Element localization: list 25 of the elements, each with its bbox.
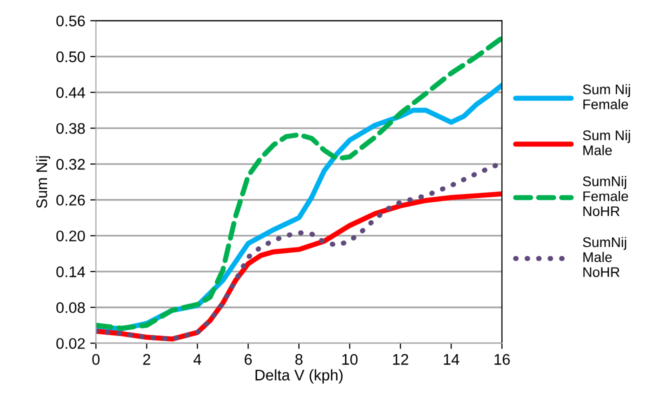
legend-label: Sum Nij Male (582, 130, 630, 156)
x-tick-label: 16 (494, 354, 510, 365)
y-axis-title: Sum Nij (36, 156, 50, 208)
x-tick-label: 12 (393, 354, 408, 365)
x-tick-label: 6 (244, 354, 252, 365)
x-tick-label: 10 (342, 354, 358, 365)
y-tick-label: 0.26 (56, 194, 85, 206)
x-tick-label: 14 (444, 354, 460, 365)
x-axis-title: Delta V (kph) (256, 369, 343, 384)
y-tick-label: 0.50 (56, 51, 85, 62)
y-tick-label: 0.38 (56, 123, 85, 134)
legend-label: Sum Nij Female (582, 84, 630, 110)
y-tick-label: 0.56 (56, 16, 85, 26)
y-tick-label: 0.08 (56, 302, 85, 314)
x-tick-label: 2 (143, 354, 150, 365)
legend-label: SumNij Female NoHR (582, 176, 628, 216)
y-tick-label: 0.14 (56, 266, 86, 278)
x-tick-label: 4 (194, 354, 202, 365)
y-tick-label: 0.20 (56, 230, 85, 242)
y-tick-label: 0.32 (56, 158, 85, 170)
legend-label: SumNij Male NoHR (582, 236, 626, 278)
x-tick-label: 0 (92, 354, 100, 365)
y-tick-label: 0.44 (56, 87, 86, 98)
y-tick-label: 0.02 (56, 338, 85, 349)
x-tick-label: 8 (295, 354, 303, 365)
